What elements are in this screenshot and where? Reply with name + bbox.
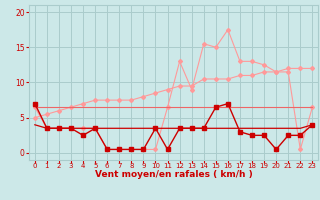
X-axis label: Vent moyen/en rafales ( km/h ): Vent moyen/en rafales ( km/h ) <box>95 170 252 179</box>
